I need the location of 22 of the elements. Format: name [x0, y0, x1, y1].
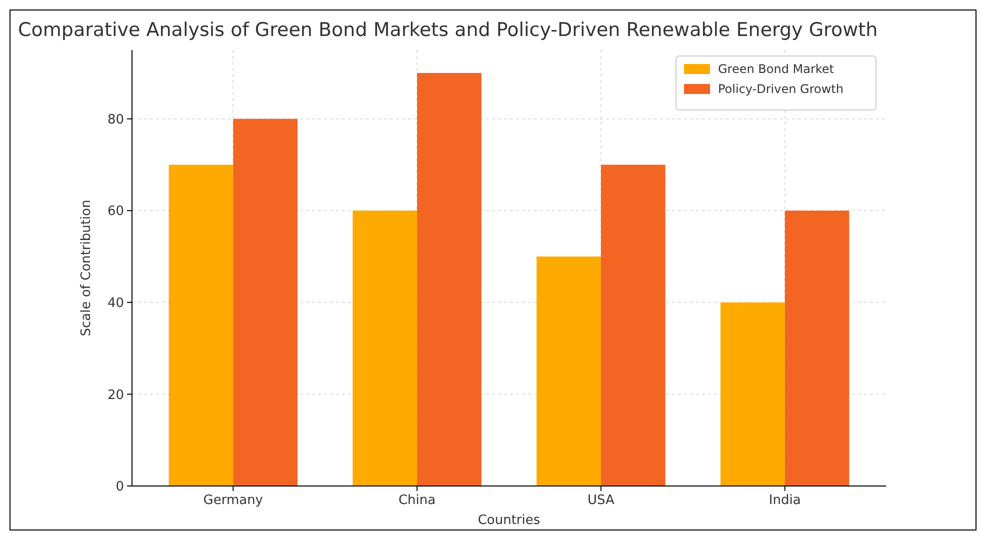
bar — [600, 164, 666, 486]
y-tick-label: 60 — [107, 204, 124, 220]
chart-title: Comparative Analysis of Green Bond Markets and Policy-Driven Renewable Energy Growth — [18, 19, 878, 41]
bar — [417, 72, 482, 486]
y-axis-title: Scale of Contribution — [79, 200, 94, 336]
y-tick-label: 20 — [107, 388, 124, 403]
bar — [168, 164, 234, 486]
legend-label: Policy-Driven Growth — [718, 82, 844, 96]
bar — [233, 118, 298, 486]
y-tick-label: 80 — [107, 112, 124, 128]
y-tick-label: 40 — [107, 296, 124, 311]
y-tick-label: 0 — [116, 480, 124, 495]
x-tick-label: India — [768, 493, 801, 508]
bar — [720, 302, 785, 486]
x-axis-title: Countries — [478, 513, 540, 528]
bar — [352, 210, 418, 486]
x-tick-label: China — [398, 493, 436, 508]
x-tick-label: Germany — [203, 493, 264, 508]
x-tick-label: USA — [588, 493, 615, 508]
bar — [536, 256, 601, 486]
legend-label: Green Bond Market — [718, 62, 834, 76]
bar — [784, 210, 850, 486]
